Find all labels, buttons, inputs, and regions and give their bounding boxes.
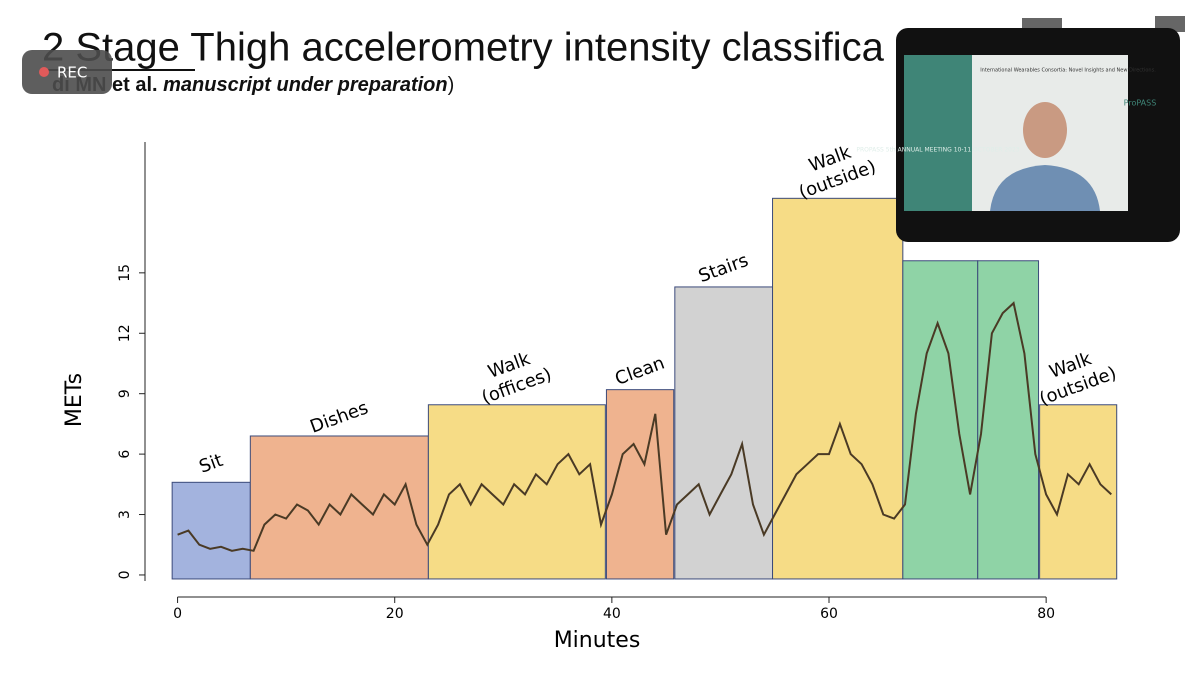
activity-box [902,260,979,580]
x-tick-label: 0 [173,606,182,622]
activity-box [772,197,904,580]
rec-dot [39,67,49,77]
activity-box [171,481,251,580]
video-headline: International Wearables Consortia: Novel… [980,68,1156,74]
video-logo: ProPASS [1124,99,1157,108]
slide-subtitle: di MN et al. manuscript under preparatio… [52,74,454,96]
activity-label: Walk(outside) [789,136,879,204]
y-tick-label: 9 [117,389,133,398]
mets-trace [177,301,1112,552]
activity-box [977,260,1040,580]
video-overlay[interactable]: PROPASS 5th ANNUAL MEETING 10-11 OCTOBER… [856,28,1180,242]
slide-title: 2 Stage Thigh accelerometry intensity cl… [42,26,885,70]
y-tick-label: 3 [117,510,133,519]
person-head [1023,102,1067,158]
video-panel [904,55,972,211]
activity-box [427,404,606,580]
rec-label: REC [57,64,87,82]
rec-bg [22,50,112,94]
y-axis-label: METs [62,373,87,427]
y-tick-label: 12 [117,324,133,342]
y-tick-label: 15 [117,264,133,282]
x-tick-label: 80 [1037,606,1055,622]
activity-box [674,286,774,580]
activity-box [1039,404,1118,580]
y-tick-label: 0 [117,570,133,579]
x-tick-label: 40 [603,606,621,622]
subtitle-italic: manuscript under preparation [163,74,448,96]
y-tick-label: 6 [117,450,133,459]
person-body [990,165,1100,211]
subtitle-suffix: ) [448,74,455,96]
activity-box [605,389,675,580]
video-meeting: PROPASS 5th ANNUAL MEETING 10-11 OCTOBER… [856,147,1019,154]
rec-badge[interactable]: REC [22,50,112,94]
x-tick-label: 60 [820,606,838,622]
activity-box [249,435,429,580]
x-tick-label: 20 [386,606,404,622]
x-axis-label: Minutes [554,628,641,653]
